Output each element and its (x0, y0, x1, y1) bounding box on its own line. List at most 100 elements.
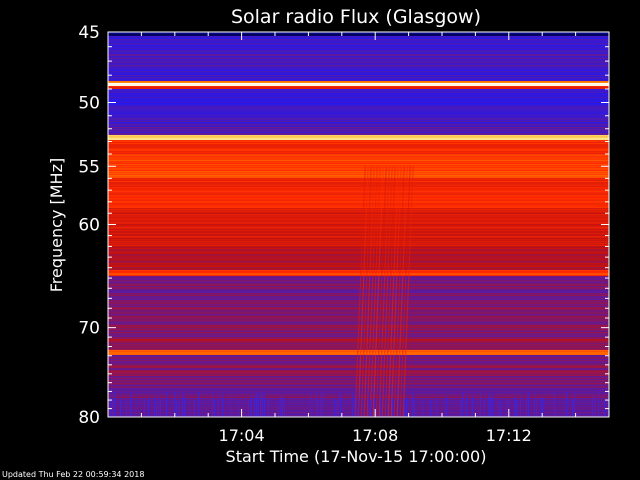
spectrogram-row (108, 87, 609, 88)
spectrogram-row (108, 375, 609, 376)
spectrogram-row (108, 302, 609, 303)
spectrogram-row (108, 37, 609, 38)
spectrogram-row (108, 56, 609, 57)
spectrogram-row (108, 44, 609, 45)
spectrogram-row (108, 359, 609, 360)
spectrogram-row (108, 207, 609, 208)
spectrogram-row (108, 318, 609, 319)
spectrogram-row (108, 145, 609, 146)
spectrogram-row (108, 253, 609, 254)
noise-streak (310, 392, 311, 417)
spectrogram-row (108, 104, 609, 105)
spectrogram-row (108, 93, 609, 94)
spectrogram-row (108, 193, 609, 194)
spectrogram-row (108, 364, 609, 365)
spectrogram-row (108, 210, 609, 211)
noise-streak (238, 399, 239, 417)
spectrogram-row (108, 298, 609, 299)
spectrogram-row (108, 57, 609, 58)
spectrogram-row (108, 60, 609, 61)
spectrogram-row (108, 63, 609, 64)
spectrogram-row (108, 393, 609, 394)
spectrogram-row (108, 383, 609, 384)
noise-streak (280, 396, 281, 417)
spectrogram-row (108, 206, 609, 207)
spectrogram-row (108, 284, 609, 285)
noise-streak (184, 396, 185, 417)
spectrogram-row (108, 358, 609, 359)
spectrogram-row (108, 78, 609, 79)
spectrogram-row (108, 275, 609, 276)
spectrogram-row (108, 208, 609, 209)
plot-layer (108, 32, 609, 418)
spectrogram-row (108, 301, 609, 302)
spectrogram-row (108, 143, 609, 144)
spectrogram-row (108, 123, 609, 124)
noise-streak (268, 397, 269, 417)
spectrogram-row (108, 175, 609, 176)
spectrogram-row (108, 310, 609, 311)
spectrogram-row (108, 311, 609, 312)
noise-streak (176, 401, 177, 417)
spectrogram-row (108, 360, 609, 361)
spectrogram-row (108, 380, 609, 381)
spectrogram-row (108, 391, 609, 392)
spectrogram-row (108, 95, 609, 96)
spectrogram-row (108, 83, 609, 84)
spectrogram-row (108, 91, 609, 92)
spectrogram-row (108, 316, 609, 317)
spectrogram-row (108, 55, 609, 56)
noise-streak (120, 399, 121, 417)
spectrogram-row (108, 61, 609, 62)
spectrogram-row (108, 382, 609, 383)
spectrogram-row (108, 184, 609, 185)
burst-stripe (354, 166, 366, 418)
spectrogram-row (108, 312, 609, 313)
y-tick-label: 80 (78, 408, 100, 428)
spectrogram-row (108, 242, 609, 243)
noise-streak (322, 392, 323, 417)
spectrogram-row (108, 350, 609, 351)
spectrogram-row (108, 150, 609, 151)
spectrogram-row (108, 289, 609, 290)
spectrogram-row (108, 33, 609, 34)
spectrogram-row (108, 372, 609, 373)
spectrogram-row (108, 73, 609, 74)
noise-streak (156, 401, 157, 417)
spectrogram-row (108, 47, 609, 48)
spectrogram-row (108, 283, 609, 284)
spectrogram-row (108, 39, 609, 40)
spectrogram-row (108, 112, 609, 113)
spectrogram-row (108, 308, 609, 309)
spectrogram-row (108, 137, 609, 138)
noise-streak (114, 391, 115, 417)
burst-stripe (378, 166, 390, 418)
spectrogram-row (108, 51, 609, 52)
spectrogram-row (108, 278, 609, 279)
spectrogram-row (108, 199, 609, 200)
chart-title: Solar radio Flux (Glasgow) (231, 6, 481, 28)
spectrogram-row (108, 224, 609, 225)
spectrogram-row (108, 172, 609, 173)
noise-streak (540, 397, 541, 417)
noise-streak (336, 399, 337, 417)
spectrogram-row (108, 367, 609, 368)
noise-streak (566, 393, 567, 417)
burst-stripe (396, 166, 408, 418)
noise-streak (374, 397, 375, 417)
spectrogram-row (108, 96, 609, 97)
spectrogram-row (108, 363, 609, 364)
spectrogram-row (108, 167, 609, 168)
noise-streak (492, 393, 493, 417)
noise-streak (528, 392, 529, 417)
spectrogram-row (108, 239, 609, 240)
spectrogram-row (108, 385, 609, 386)
noise-streak (198, 392, 199, 417)
spectrogram-row (108, 42, 609, 43)
spectrogram-row (108, 109, 609, 110)
noise-streak (592, 396, 593, 417)
spectrogram-row (108, 349, 609, 350)
spectrogram-row (108, 250, 609, 251)
noise-streak (282, 397, 283, 417)
